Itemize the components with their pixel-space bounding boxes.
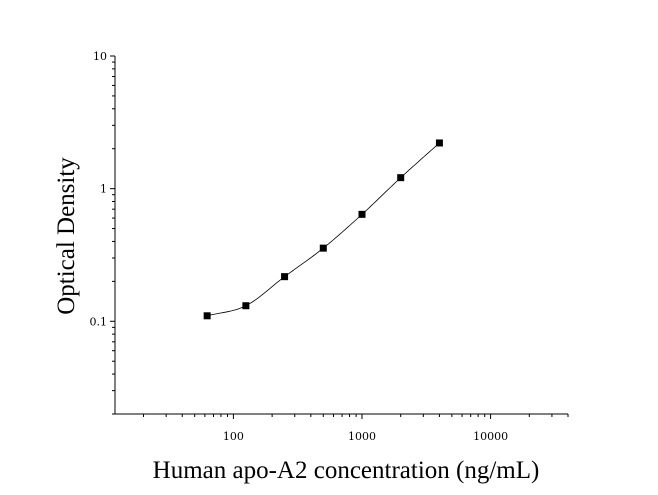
- axes: 0.1 1 10 100 1000 10000: [90, 50, 569, 443]
- y-tick-label: 0.1: [90, 315, 108, 328]
- data-point: [397, 174, 405, 182]
- data-point: [242, 302, 250, 310]
- y-tick-label: 1: [100, 183, 107, 196]
- data-point: [358, 210, 366, 218]
- data-point: [203, 312, 211, 320]
- x-tick-label: 100: [223, 430, 244, 443]
- data-point: [435, 139, 443, 147]
- x-axis-title: Human apo-A2 concentration (ng/mL): [153, 457, 540, 484]
- x-tick-label: 1000: [348, 430, 376, 443]
- data-points-layer: [203, 139, 443, 320]
- y-tick-label: 10: [93, 50, 107, 63]
- data-point: [319, 244, 327, 252]
- data-point: [281, 273, 289, 281]
- fit-curve: [207, 142, 440, 317]
- y-axis-title: Optical Density: [53, 157, 80, 315]
- x-tick-label: 10000: [473, 430, 508, 443]
- fit-curve-layer: [207, 142, 440, 317]
